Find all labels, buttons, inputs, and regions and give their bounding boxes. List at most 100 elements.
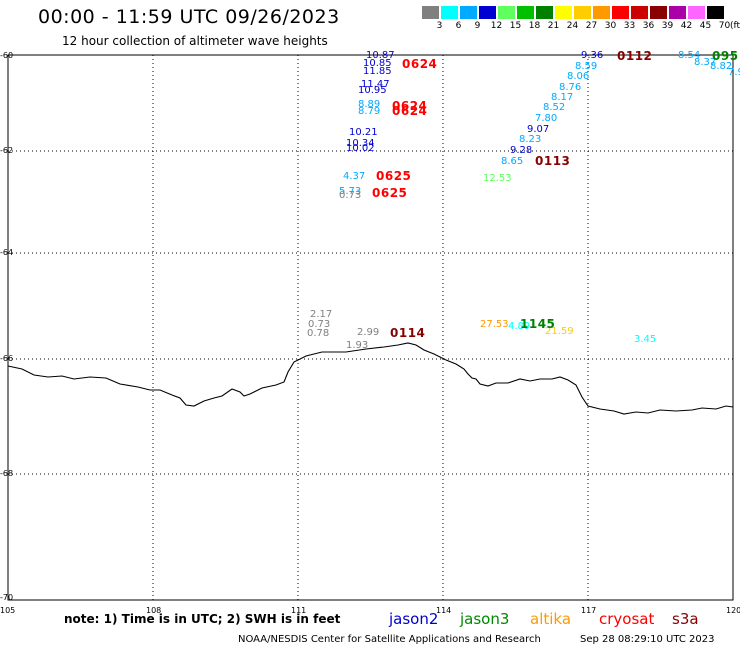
wave-height-label: 11.85 <box>363 66 392 77</box>
wave-height-label: 9.28 <box>510 145 533 156</box>
lon-label: 120 <box>726 606 740 615</box>
legend-label: 70 <box>718 21 731 31</box>
wave-height-label: 7.80 <box>535 113 558 124</box>
wave-height-label: 7.9 <box>728 67 740 78</box>
wave-height-label: 9.07 <box>527 124 550 135</box>
mission-s3a: s3a <box>672 610 699 628</box>
legend-label: 24 <box>566 21 579 31</box>
lat-label: -62 <box>0 146 14 155</box>
wave-height-label: 1.93 <box>346 340 369 351</box>
pass-label: 0624 <box>402 57 438 71</box>
legend-swatch <box>498 6 515 19</box>
wave-height-label: 9.36 <box>581 50 604 61</box>
legend-label: 42 <box>680 21 693 31</box>
wave-height-label: 0.73 <box>308 319 331 330</box>
legend-label: 27 <box>585 21 598 31</box>
legend-swatch <box>688 6 705 19</box>
wave-height-label: 8.65 <box>501 156 524 167</box>
wave-height-label: 0.78 <box>307 328 330 339</box>
wave-height-label: 2.17 <box>310 309 333 320</box>
pass-label: 0625 <box>372 186 408 200</box>
wave-height-label: 10.87 <box>366 50 395 61</box>
legend-swatch <box>669 6 686 19</box>
wave-height-label: 10.85 <box>363 58 392 69</box>
mission-jason2: jason2 <box>389 610 439 628</box>
wave-height-label: 8.37 <box>694 57 717 68</box>
pass-label: 0114 <box>390 326 426 340</box>
legend-label: 39 <box>661 21 674 31</box>
wave-height-label: 8.79 <box>358 106 381 117</box>
pass-label: 0625 <box>376 169 412 183</box>
pass-label: 0113 <box>535 154 571 168</box>
legend-swatch <box>555 6 572 19</box>
legend-label: 15 <box>509 21 522 31</box>
wave-height-label: 8.06 <box>567 71 590 82</box>
legend-swatch <box>612 6 629 19</box>
legend-swatch <box>517 6 534 19</box>
legend-label: 33 <box>623 21 636 31</box>
pass-label: 0112 <box>617 49 653 63</box>
legend-swatch <box>536 6 553 19</box>
pass-label: 0624 <box>392 104 428 118</box>
wave-height-label: 21.59 <box>545 326 574 337</box>
pass-label: 0624 <box>392 99 428 113</box>
mission-jason3: jason3 <box>460 610 510 628</box>
wave-height-label: 8.59 <box>575 61 598 72</box>
lon-label: 117 <box>581 606 597 615</box>
legend-label: 36 <box>642 21 655 31</box>
credit-line: NOAA/NESDIS Center for Satellite Applica… <box>238 634 541 645</box>
lat-label: -68 <box>0 469 14 478</box>
legend-swatch <box>574 6 591 19</box>
legend-swatch <box>479 6 496 19</box>
map-title: 00:00 - 11:59 UTC 09/26/2023 <box>38 6 340 28</box>
legend-swatch <box>593 6 610 19</box>
map-border <box>7 54 734 601</box>
wave-height-label: 12.53 <box>483 173 512 184</box>
wave-height-label: 5.73 <box>339 186 362 197</box>
wave-height-label: 8.23 <box>519 134 542 145</box>
legend-label: 12 <box>490 21 503 31</box>
wave-height-label: 8.17 <box>551 92 574 103</box>
wave-height-label: 27.53 <box>480 319 509 330</box>
lon-label: 111 <box>291 606 307 615</box>
pass-label: 1145 <box>520 317 556 331</box>
wave-height-label: 3.45 <box>634 334 657 345</box>
wave-height-label: 8.89 <box>358 99 381 110</box>
lat-label: -64 <box>0 248 14 257</box>
wave-height-label: 10.21 <box>349 127 378 138</box>
wave-height-label: 8.76 <box>559 82 582 93</box>
wave-height-label: 8.54 <box>678 50 701 61</box>
legend-swatch <box>422 6 439 19</box>
pass-label: 095 <box>712 49 739 63</box>
mission-cryosat: cryosat <box>599 610 655 628</box>
lat-label: -66 <box>0 354 14 363</box>
legend-swatch <box>707 6 724 19</box>
legend-label: 21 <box>547 21 560 31</box>
legend-swatch <box>650 6 667 19</box>
wave-height-label: 8.82 <box>710 61 733 72</box>
lon-label: 114 <box>436 606 452 615</box>
wave-height-label: 10.34 <box>346 138 375 149</box>
legend-label: 18 <box>528 21 541 31</box>
footer-note: note: 1) Time is in UTC; 2) SWH is in fe… <box>64 612 341 626</box>
wave-height-label: 11.47 <box>361 79 390 90</box>
legend-label: 45 <box>699 21 712 31</box>
wave-height-label: 8.52 <box>543 102 566 113</box>
wave-height-label: 10.02 <box>346 143 375 154</box>
wave-height-label: 10.95 <box>358 85 387 96</box>
legend-label: 30 <box>604 21 617 31</box>
legend-label: 6 <box>455 21 462 31</box>
legend-label: 3 <box>436 21 443 31</box>
map-subtitle: 12 hour collection of altimeter wave hei… <box>62 34 328 48</box>
wave-height-label: 4.89 <box>508 321 531 332</box>
lon-label: 105 <box>0 606 16 615</box>
legend-label: 9 <box>474 21 481 31</box>
lat-label: -70 <box>0 593 14 602</box>
legend-swatch <box>460 6 477 19</box>
wave-height-label: 0.73 <box>339 190 362 201</box>
lon-label: 108 <box>146 606 162 615</box>
legend-unit: (ft) <box>730 21 740 31</box>
lat-label: -60 <box>0 51 14 60</box>
